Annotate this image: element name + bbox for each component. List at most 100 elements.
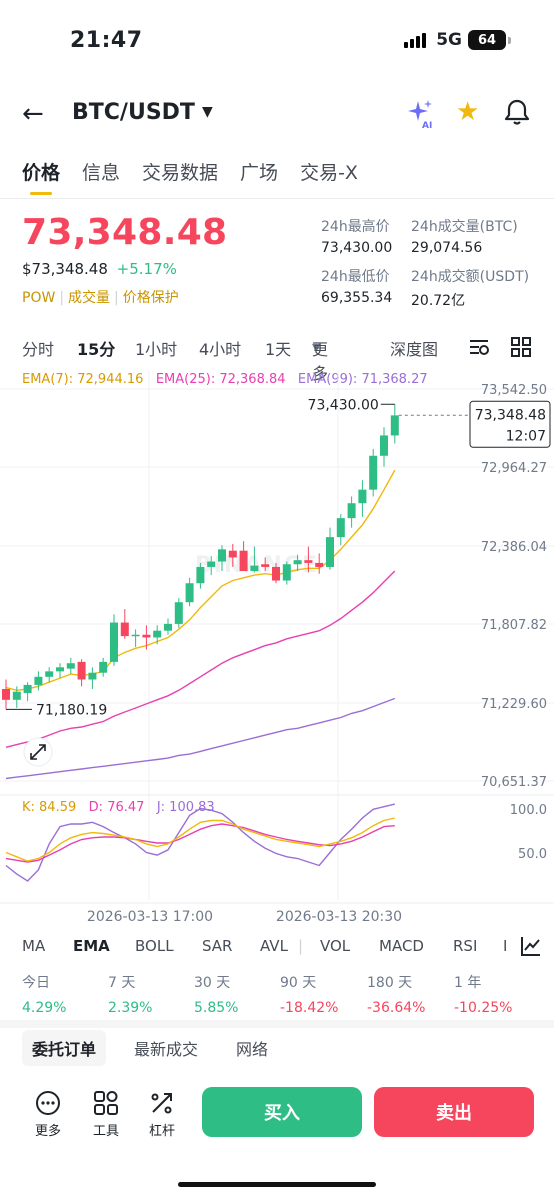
low-marker-label: 71,180.19: [36, 702, 107, 718]
candle: [88, 672, 97, 680]
ema7-label: EMA(7): 72,944.16: [22, 372, 144, 387]
tools-button[interactable]: 工具: [86, 1090, 126, 1139]
chart-settings-icon[interactable]: [468, 338, 490, 360]
ema25-label: EMA(25): 72,368.84: [155, 372, 286, 387]
last-price: 73,348.48: [22, 212, 228, 253]
leverage-button[interactable]: 杠杆: [142, 1090, 182, 1139]
tab-open-orders[interactable]: 委托订单: [22, 1030, 107, 1066]
bell-icon[interactable]: [504, 98, 530, 130]
tab-latest-trades[interactable]: 最新成交: [134, 1040, 199, 1059]
candle: [99, 661, 108, 673]
grid-layout-icon[interactable]: [511, 337, 531, 361]
interval-15m[interactable]: 15分: [77, 340, 116, 359]
tab-info[interactable]: 信息: [82, 162, 121, 184]
stat-low: 24h最低价 69,355.34: [321, 269, 393, 306]
stat-vol-btc: 24h成交量(BTC) 29,074.56: [411, 219, 518, 256]
battery-icon: 64: [468, 30, 511, 50]
price-axis-label: 71,229.60: [481, 697, 547, 712]
more-button[interactable]: 更多: [28, 1090, 68, 1139]
candle: [304, 560, 313, 563]
stat-vol-usdt: 24h成交额(USDT) 20.72亿: [411, 269, 530, 309]
tab-network[interactable]: 网络: [236, 1040, 269, 1059]
ind-macd[interactable]: MACD: [379, 937, 424, 955]
price-axis-label: 71,807.82: [481, 618, 547, 633]
ema99-line: [5, 697, 396, 780]
candle: [12, 691, 21, 700]
ind-ma[interactable]: MA: [22, 937, 46, 955]
price-protection-tag[interactable]: 价格保护: [122, 290, 179, 306]
pow-tag[interactable]: POW: [22, 290, 56, 306]
candle: [66, 663, 75, 669]
caret-down-icon[interactable]: ▼: [202, 104, 213, 120]
ind-boll[interactable]: BOLL: [135, 937, 174, 955]
ai-sparkle-icon[interactable]: AI: [406, 99, 434, 133]
perf-7d: 7 天 2.39%: [108, 975, 153, 1016]
ema-legend: EMA(7): 72,944.16 EMA(25): 72,368.84 EMA…: [22, 372, 428, 387]
candle: [45, 671, 54, 677]
sell-button[interactable]: 卖出: [374, 1087, 534, 1137]
interval-1h[interactable]: 1小时: [135, 340, 178, 359]
kdj-k-line: [5, 817, 395, 862]
candle: [153, 630, 162, 638]
usd-price: $73,348.48: [22, 260, 108, 278]
home-indicator[interactable]: [178, 1182, 376, 1187]
divider: [0, 198, 554, 199]
candlestick-chart[interactable]: BINANCE 73,542.50 72,964.27 72,386.04 71,807…: [0, 360, 554, 930]
high-marker-label: 73,430.00: [308, 397, 379, 413]
candle: [369, 455, 378, 490]
interval-line[interactable]: 分时: [22, 340, 55, 359]
network-label: 5G: [436, 30, 462, 50]
tab-square[interactable]: 广场: [240, 162, 279, 184]
buy-button[interactable]: 买入: [202, 1087, 362, 1137]
candle: [131, 634, 140, 637]
ind-rsi[interactable]: RSI: [453, 937, 478, 955]
tab-trading-data[interactable]: 交易数据: [142, 162, 219, 184]
interval-more[interactable]: 更多 ▼: [312, 336, 328, 383]
candle: [218, 549, 226, 562]
interval-more-label: 更多: [312, 340, 329, 383]
kdj-k-label: K: 84.59: [22, 800, 77, 815]
perf-today: 今日 4.29%: [22, 975, 67, 1016]
candle: [77, 661, 86, 680]
current-price-tag: [469, 400, 551, 448]
interval-depth[interactable]: 深度图: [390, 340, 439, 359]
indicator-chart-icon[interactable]: [520, 935, 542, 961]
interval-1d[interactable]: 1天: [265, 340, 292, 359]
ema25-line: [5, 570, 396, 748]
volume-tag[interactable]: 成交量: [68, 290, 111, 306]
perf-30d: 30 天 5.85%: [194, 975, 239, 1016]
header: ← BTC/USDT ▼ AI ★: [0, 95, 554, 135]
section-divider: [0, 1020, 554, 1028]
ind-sar[interactable]: SAR: [202, 937, 233, 955]
price-axis-label: 72,964.27: [481, 461, 547, 476]
ind-more[interactable]: I: [503, 937, 508, 955]
perf-180d: 180 天 -36.64%: [367, 975, 426, 1016]
pair-title[interactable]: BTC/USDT: [72, 100, 195, 125]
interval-4h[interactable]: 4小时: [199, 340, 242, 359]
candle: [196, 566, 205, 584]
back-arrow-icon[interactable]: ←: [22, 99, 44, 129]
ind-ema[interactable]: EMA: [73, 937, 110, 955]
kdj-d-label: D: 76.47: [88, 800, 145, 815]
price-change: +5.17%: [116, 260, 177, 278]
tab-trade-x[interactable]: 交易-X: [300, 162, 358, 184]
perf-90d: 90 天 -18.42%: [280, 975, 339, 1016]
countdown-value: 12:07: [506, 428, 546, 444]
candle: [23, 684, 32, 694]
price-tags: POW | 成交量 | 价格保护: [22, 290, 179, 306]
candle: [239, 550, 248, 572]
candle: [380, 435, 388, 456]
candle: [164, 623, 172, 631]
kdj-j-line: [5, 803, 395, 882]
favorite-star-icon[interactable]: ★: [456, 97, 480, 127]
candle: [34, 676, 43, 685]
tab-price[interactable]: 价格: [22, 158, 60, 195]
stat-high: 24h最高价 73,430.00: [321, 219, 393, 256]
candle: [390, 415, 399, 436]
candle: [293, 560, 302, 565]
main-tabs: 价格 信息 交易数据 广场 交易-X: [22, 158, 358, 195]
kdj-legend: K: 84.59 D: 76.47 J: 100.83: [22, 800, 215, 815]
ind-avl[interactable]: AVL: [260, 937, 288, 955]
ind-vol[interactable]: VOL: [320, 937, 351, 955]
kdj-axis-label: 100.0: [510, 803, 547, 818]
